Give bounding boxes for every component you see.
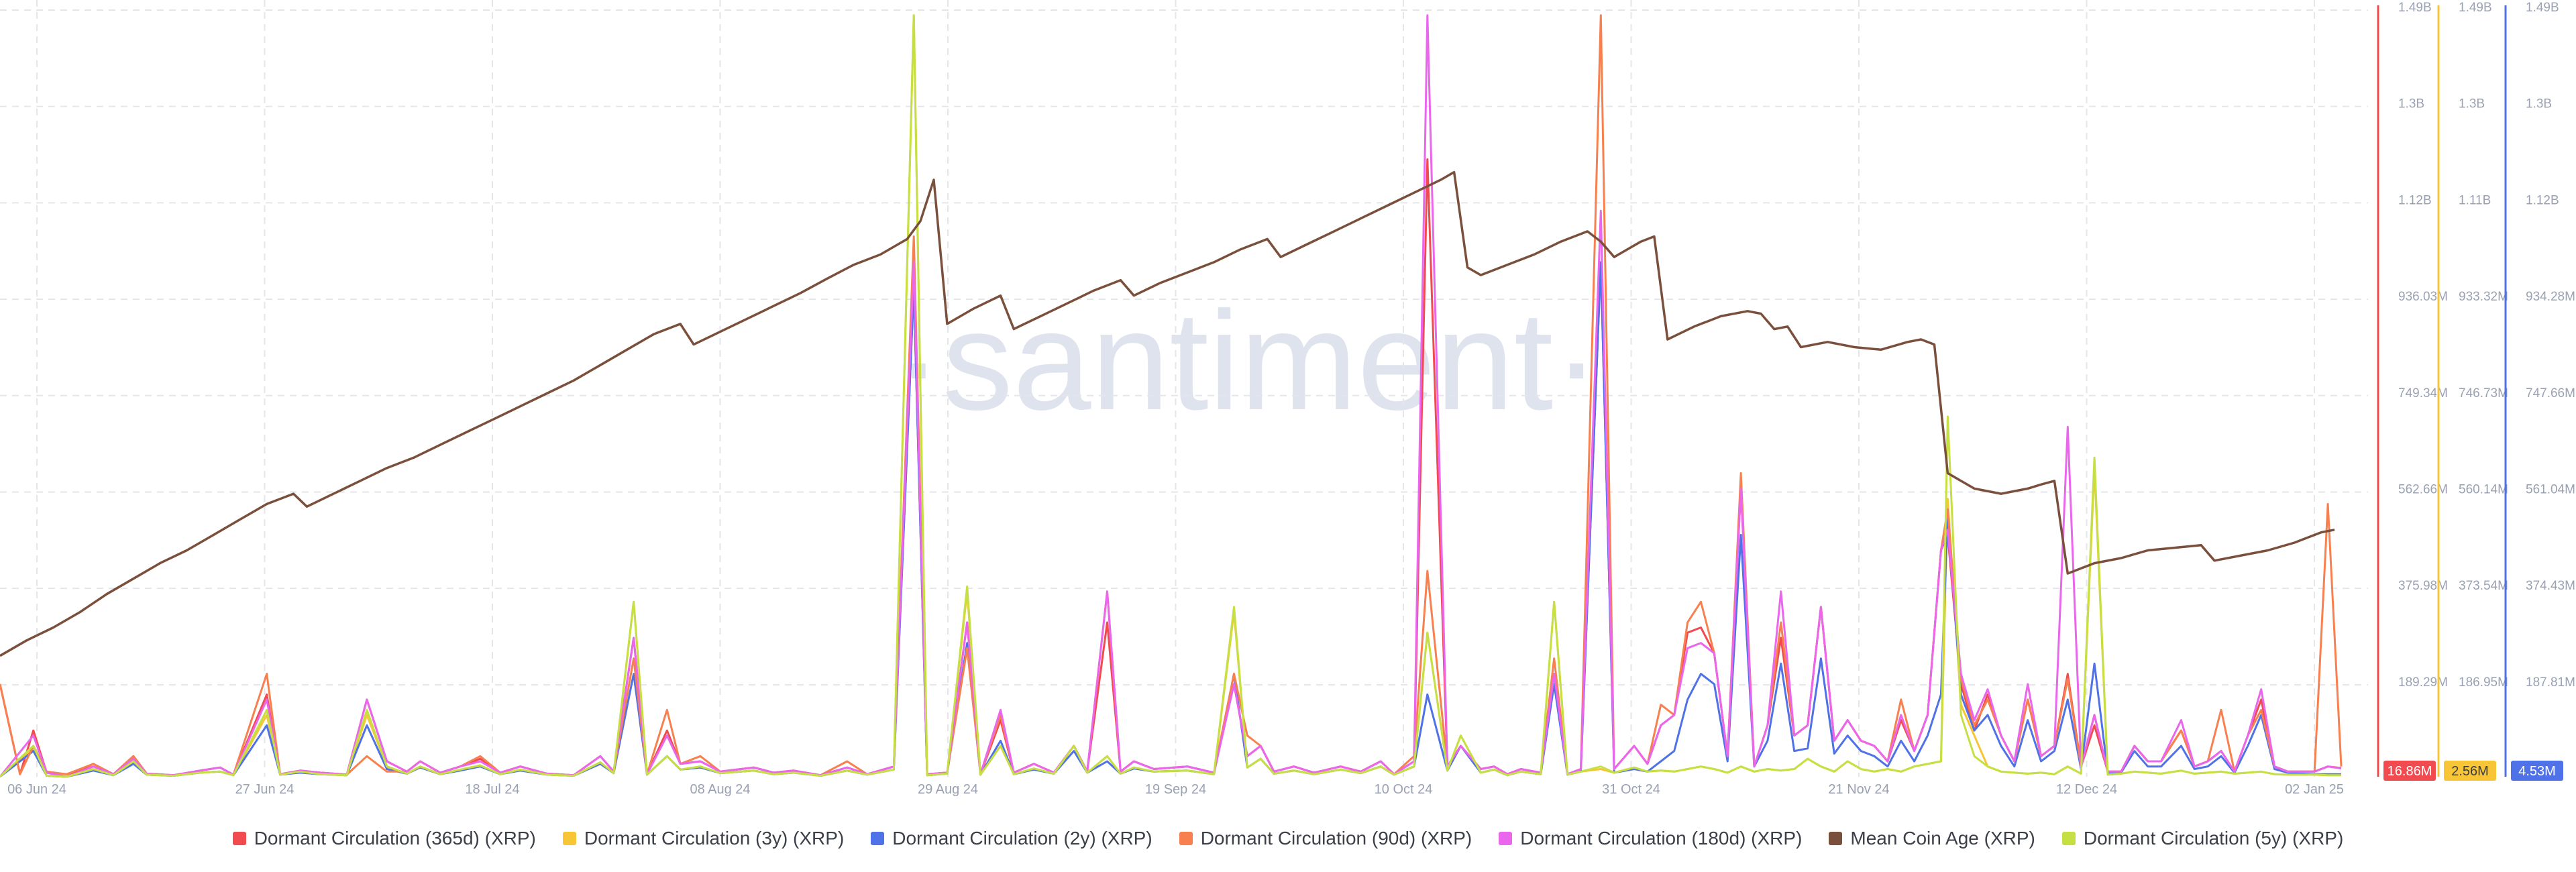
legend-swatch bbox=[1499, 832, 1513, 845]
legend-swatch bbox=[562, 832, 576, 845]
axis-3y-tick-label: 373.54M bbox=[2459, 579, 2508, 593]
axis-365d-tick-label: 562.66M bbox=[2398, 482, 2448, 496]
x-tick-label: 06 Jun 24 bbox=[7, 782, 66, 797]
axis-3y-last-value-badge bbox=[2444, 761, 2496, 781]
x-tick-label: 21 Nov 24 bbox=[1828, 782, 1889, 797]
axis-3y-tick-label: 1.49B bbox=[2459, 1, 2492, 15]
x-tick-label: 02 Jan 25 bbox=[2285, 782, 2344, 797]
legend-swatch bbox=[1179, 832, 1193, 845]
axis-2y-tick-label: 747.66M bbox=[2526, 386, 2575, 400]
axis-3y-tick-label: 746.73M bbox=[2459, 386, 2508, 400]
axis-3y-tick-label: 560.14M bbox=[2459, 482, 2508, 496]
axis-3y-tick-label: 1.11B bbox=[2459, 193, 2491, 207]
axis-2y-last-value-badge bbox=[2511, 761, 2563, 781]
axis-3y-tick-label: 933.32M bbox=[2459, 290, 2508, 304]
x-tick-label: 31 Oct 24 bbox=[1602, 782, 1660, 797]
axis-365d-tick-label: 375.98M bbox=[2398, 579, 2448, 593]
legend-item-dc5y[interactable]: Dormant Circulation (5y) (XRP) bbox=[2061, 828, 2344, 849]
axis-365d-tick-label: 1.12B bbox=[2398, 193, 2432, 207]
series-layer bbox=[0, 14, 2343, 778]
axis-365d-tick-label: 749.34M bbox=[2398, 386, 2448, 400]
legend-label: Mean Coin Age (XRP) bbox=[1850, 828, 2035, 849]
axis-365d-tick-label: 936.03M bbox=[2398, 290, 2448, 304]
legend-label: Dormant Circulation (90d) (XRP) bbox=[1200, 828, 1472, 849]
legend-label: Dormant Circulation (365d) (XRP) bbox=[254, 828, 536, 849]
grid-layer: 06 Jun 24 27 Jun 24 18 Jul 24 08 Aug 24 29 A… bbox=[0, 0, 2368, 797]
axis-2y-tick-label: 934.28M bbox=[2526, 290, 2575, 304]
axis-365d-tick-label: 1.3B bbox=[2398, 97, 2424, 111]
legend-swatch bbox=[1829, 832, 1843, 845]
x-tick-label: 18 Jul 24 bbox=[465, 782, 519, 797]
axis-3y-last-value: 2.56M bbox=[2451, 764, 2489, 779]
axis-365d-tick-label: 189.29M bbox=[2398, 675, 2448, 690]
series-line-dc5y bbox=[0, 14, 2341, 778]
axis-2y-tick-label: 187.81M bbox=[2526, 675, 2575, 690]
x-tick-label: 08 Aug 24 bbox=[690, 782, 750, 797]
axis-3y-tick-label: 1.3B bbox=[2459, 97, 2485, 111]
x-tick-label: 19 Sep 24 bbox=[1145, 782, 1206, 797]
axis-2y-tick-label: 374.43M bbox=[2526, 579, 2575, 593]
legend-item-dc180[interactable]: Dormant Circulation (180d) (XRP) bbox=[1499, 828, 1802, 849]
legend-item-dc365[interactable]: Dormant Circulation (365d) (XRP) bbox=[232, 828, 536, 849]
axis-365d-last-value-badge bbox=[2383, 761, 2436, 781]
legend-label: Dormant Circulation (2y) (XRP) bbox=[892, 828, 1152, 849]
legend-swatch bbox=[871, 832, 885, 845]
legend-item-dc3y[interactable]: Dormant Circulation (3y) (XRP) bbox=[562, 828, 845, 849]
legend-item-dc2y[interactable]: Dormant Circulation (2y) (XRP) bbox=[871, 828, 1152, 849]
legend-item-dc90[interactable]: Dormant Circulation (90d) (XRP) bbox=[1179, 828, 1472, 849]
legend-swatch bbox=[2061, 832, 2076, 845]
chart-legend: Dormant Circulation (365d) (XRP) Dormant … bbox=[0, 818, 2576, 859]
axis-3y-tick-label: 186.95M bbox=[2459, 675, 2508, 690]
axis-2y-tick-label: 1.49B bbox=[2526, 1, 2559, 15]
axis-365d-tick-label: 1.49B bbox=[2398, 1, 2432, 15]
axis-365d-last-value: 16.86M bbox=[2387, 764, 2432, 779]
x-tick-label: 29 Aug 24 bbox=[918, 782, 978, 797]
series-line-mca bbox=[0, 170, 2335, 657]
legend-label: Dormant Circulation (3y) (XRP) bbox=[584, 828, 845, 849]
series-line-dc180 bbox=[0, 14, 2342, 778]
x-tick-label: 27 Jun 24 bbox=[235, 782, 294, 797]
legend-label: Dormant Circulation (180d) (XRP) bbox=[1520, 828, 1803, 849]
legend-label: Dormant Circulation (5y) (XRP) bbox=[2083, 828, 2344, 849]
axis-layer: 1.49B 1.3B 1.12B 936.03M 749.34M 562.66M 375.9… bbox=[2377, 1, 2575, 781]
axis-2y-tick-label: 561.04M bbox=[2526, 482, 2575, 496]
axis-2y-tick-label: 1.12B bbox=[2526, 193, 2559, 207]
legend-item-mca[interactable]: Mean Coin Age (XRP) bbox=[1829, 828, 2035, 849]
santiment-watermark: ·santiment· bbox=[896, 282, 1600, 439]
x-tick-label: 12 Dec 24 bbox=[2056, 782, 2117, 797]
axis-2y-tick-label: 1.3B bbox=[2526, 97, 2552, 111]
axis-2y-last-value: 4.53M bbox=[2518, 764, 2556, 779]
x-tick-label: 10 Oct 24 bbox=[1375, 782, 1433, 797]
legend-swatch bbox=[232, 832, 246, 845]
